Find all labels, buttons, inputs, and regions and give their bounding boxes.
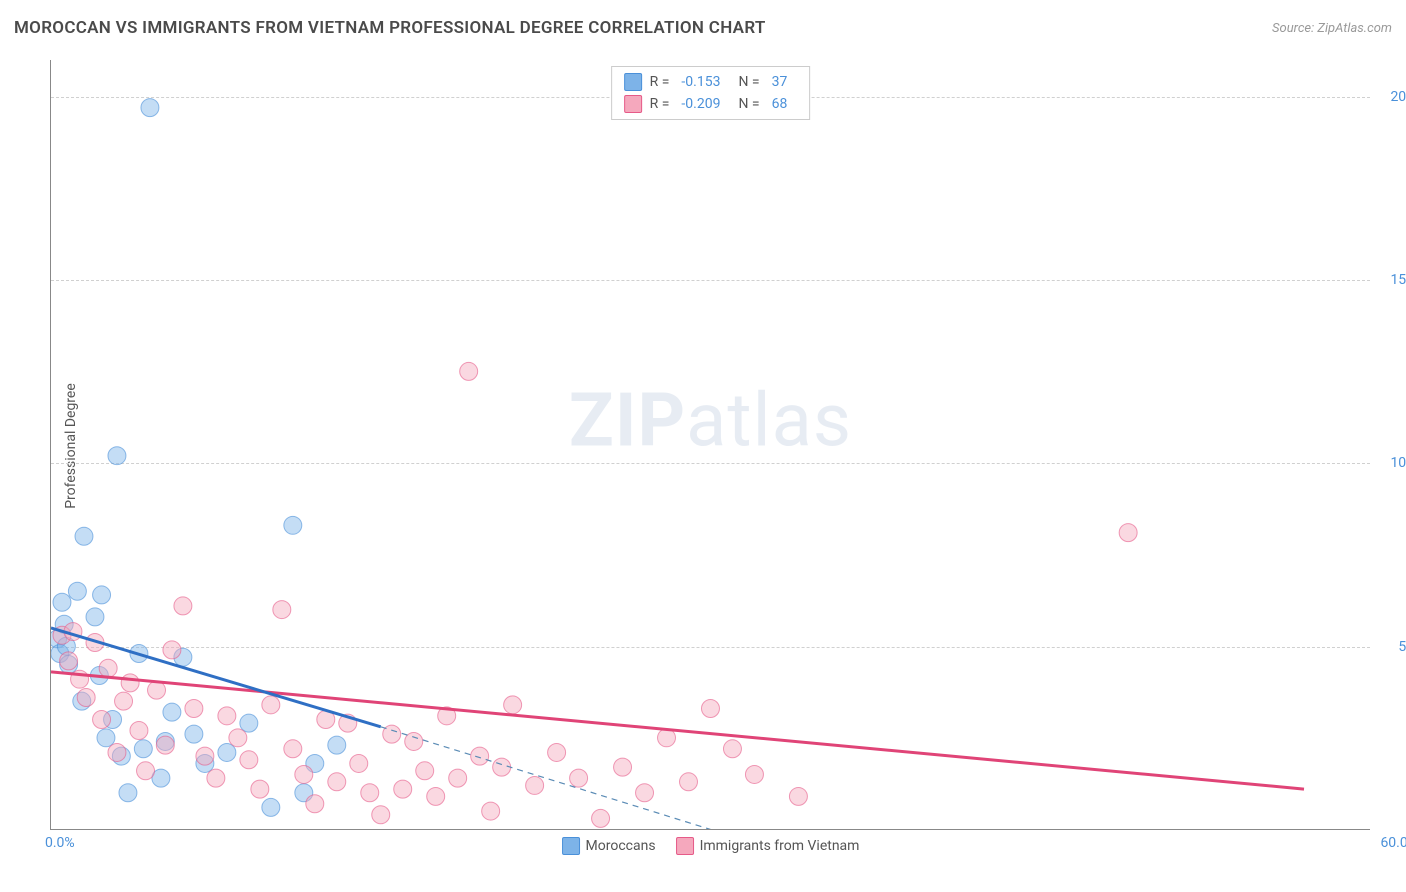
correlation-legend: R = -0.153 N = 37 R = -0.209 N = 68 — [611, 66, 811, 120]
x-tick-max: 60.0% — [1380, 835, 1406, 851]
y-tick: 5.0% — [1398, 639, 1406, 655]
y-tick: 20.0% — [1390, 89, 1406, 105]
legend-row-moroccans: R = -0.153 N = 37 — [624, 71, 798, 93]
legend-row-vietnam: R = -0.209 N = 68 — [624, 93, 798, 115]
source-label: Source: ZipAtlas.com — [1272, 21, 1392, 36]
y-tick: 10.0% — [1390, 455, 1406, 471]
x-tick-min: 0.0% — [45, 835, 75, 851]
chart-area: ZIPatlas R = -0.153 N = 37 R = -0.209 N … — [50, 60, 1370, 830]
swatch-icon — [624, 73, 642, 91]
swatch-icon — [676, 837, 694, 855]
header: MOROCCAN VS IMMIGRANTS FROM VIETNAM PROF… — [14, 18, 1392, 38]
swatch-icon — [562, 837, 580, 855]
legend-item-moroccans: Moroccans — [562, 837, 656, 855]
legend-item-vietnam: Immigrants from Vietnam — [676, 837, 860, 855]
swatch-icon — [624, 95, 642, 113]
y-tick: 15.0% — [1390, 272, 1406, 288]
chart-title: MOROCCAN VS IMMIGRANTS FROM VIETNAM PROF… — [14, 18, 766, 38]
scatter-plot — [51, 60, 1370, 829]
series-legend: Moroccans Immigrants from Vietnam — [562, 837, 860, 855]
